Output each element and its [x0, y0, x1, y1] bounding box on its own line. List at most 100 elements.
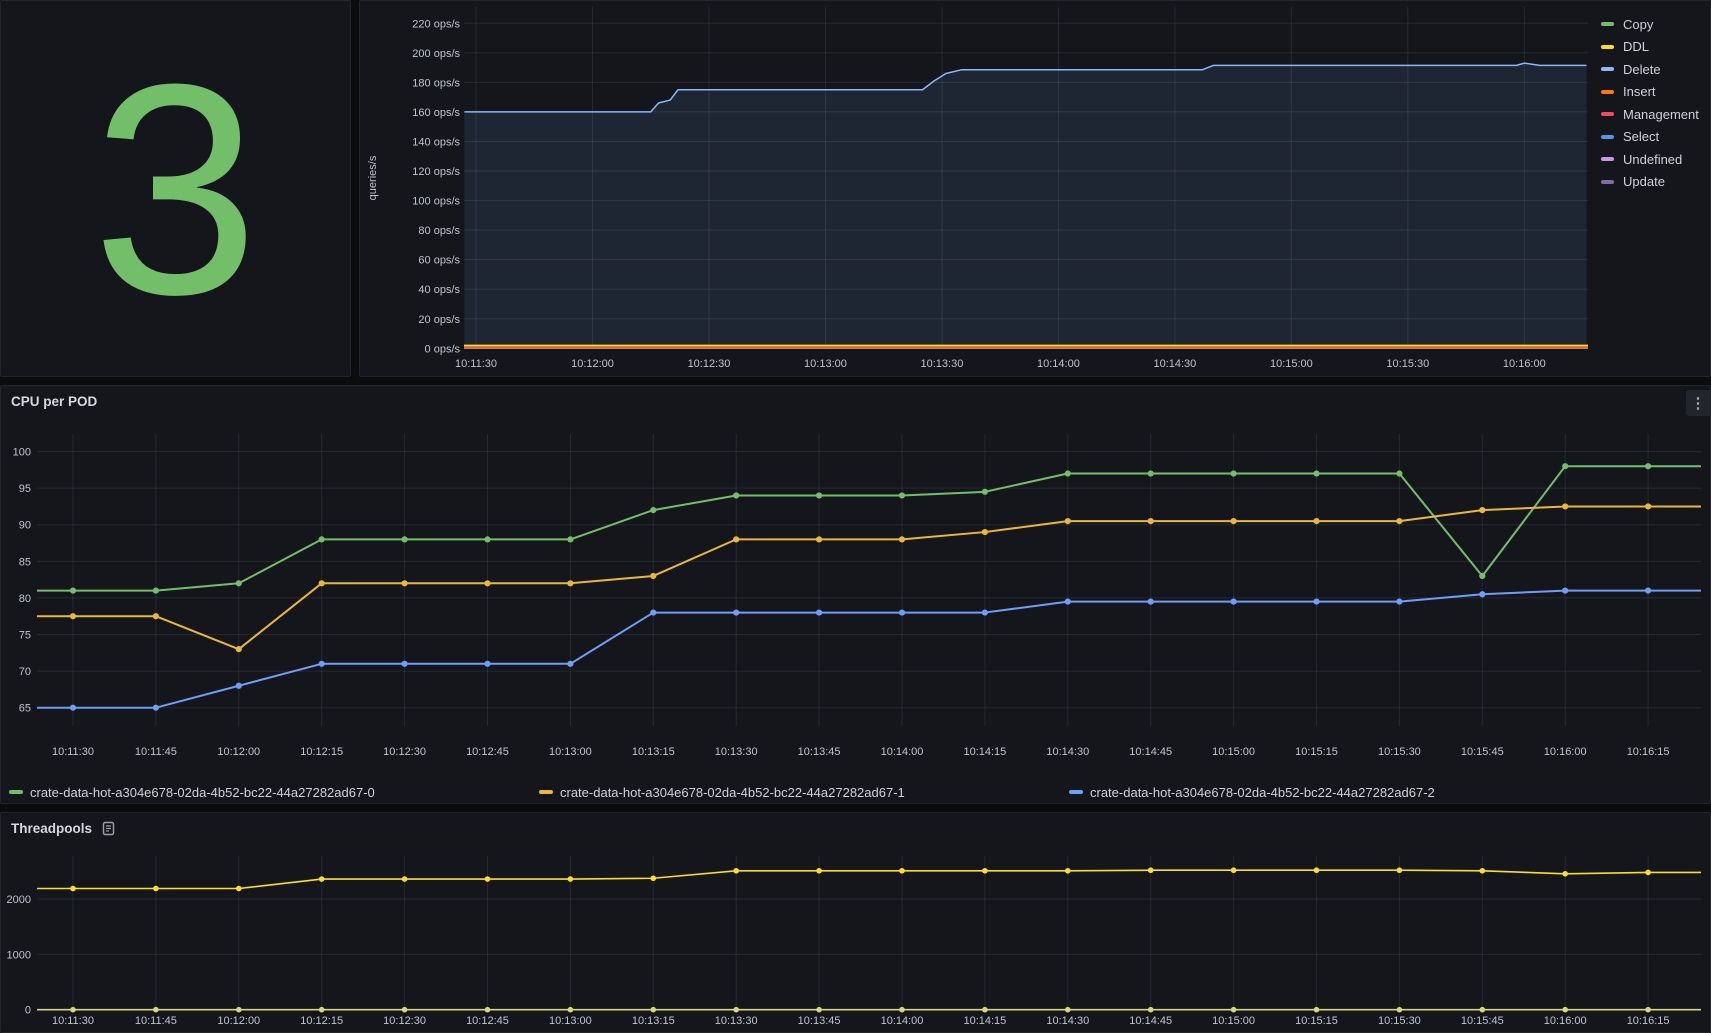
legend-label: Undefined	[1623, 152, 1682, 167]
legend-item-select[interactable]: Select	[1601, 130, 1699, 144]
svg-text:10:13:45: 10:13:45	[798, 746, 841, 758]
svg-text:10:12:15: 10:12:15	[300, 1015, 343, 1027]
legend-swatch	[1601, 22, 1614, 26]
svg-text:1000: 1000	[7, 949, 31, 961]
legend-swatch	[1601, 135, 1614, 139]
svg-text:10:11:30: 10:11:30	[52, 1015, 94, 1027]
svg-text:140 ops/s: 140 ops/s	[412, 136, 460, 148]
svg-text:75: 75	[19, 630, 31, 642]
legend-label: Update	[1623, 174, 1665, 189]
svg-text:10:12:45: 10:12:45	[466, 1015, 509, 1027]
legend-item-update[interactable]: Update	[1601, 175, 1699, 189]
svg-text:10:13:00: 10:13:00	[549, 1015, 592, 1027]
svg-text:10:11:30: 10:11:30	[455, 358, 497, 370]
legend-label: Copy	[1623, 17, 1653, 32]
svg-text:10:11:45: 10:11:45	[135, 1015, 177, 1027]
svg-text:0 ops/s: 0 ops/s	[425, 343, 461, 355]
svg-text:10:13:30: 10:13:30	[715, 746, 758, 758]
svg-text:10:15:45: 10:15:45	[1461, 1015, 1504, 1027]
legend-item-crate-data-hot-a304e678-02da-4b52-bc22-44a27282ad67-1[interactable]: crate-data-hot-a304e678-02da-4b52-bc22-4…	[539, 784, 1069, 800]
svg-text:10:14:00: 10:14:00	[881, 746, 924, 758]
svg-text:95: 95	[19, 483, 31, 495]
svg-text:10:11:30: 10:11:30	[52, 746, 94, 758]
legend-label: Select	[1623, 129, 1659, 144]
legend-item-copy[interactable]: Copy	[1601, 17, 1699, 31]
queries-panel: 10:11:30 10:12:00 10:12:30 10:13:00 10:13:30…	[359, 0, 1711, 377]
legend-swatch	[1601, 157, 1614, 161]
svg-text:10:14:30: 10:14:30	[1046, 746, 1089, 758]
svg-text:10:16:00: 10:16:00	[1544, 1015, 1587, 1027]
svg-text:queries/s: queries/s	[367, 155, 379, 200]
svg-text:10:13:30: 10:13:30	[715, 1015, 758, 1027]
svg-text:65: 65	[19, 703, 31, 715]
svg-text:10:14:00: 10:14:00	[1037, 358, 1080, 370]
stat-value: 3	[92, 39, 259, 339]
svg-text:90: 90	[19, 520, 31, 532]
cpu-panel: CPU per POD ⋮ 10:11:3010:11:4510:12:0010…	[0, 385, 1711, 804]
svg-text:10:14:45: 10:14:45	[1129, 1015, 1172, 1027]
svg-text:10:12:30: 10:12:30	[383, 746, 426, 758]
grafana-dashboard: { "stat_panel": { "value": "3", "color":…	[0, 0, 1711, 1033]
legend-label: Insert	[1623, 84, 1656, 99]
legend-item-undefined[interactable]: Undefined	[1601, 152, 1699, 166]
queries-chart[interactable]: 10:11:30 10:12:00 10:12:30 10:13:00 10:13:30…	[360, 1, 1710, 376]
legend-swatch	[1601, 67, 1614, 71]
legend-swatch	[1069, 790, 1083, 794]
svg-text:0: 0	[25, 1005, 31, 1017]
svg-text:10:15:15: 10:15:15	[1295, 746, 1338, 758]
svg-text:10:13:15: 10:13:15	[632, 746, 675, 758]
svg-text:2000: 2000	[7, 894, 31, 906]
svg-text:10:15:45: 10:15:45	[1461, 746, 1504, 758]
legend-item-crate-data-hot-a304e678-02da-4b52-bc22-44a27282ad67-0[interactable]: crate-data-hot-a304e678-02da-4b52-bc22-4…	[9, 784, 539, 800]
svg-text:10:12:00: 10:12:00	[217, 746, 260, 758]
svg-text:100 ops/s: 100 ops/s	[412, 196, 460, 208]
svg-text:10:14:45: 10:14:45	[1129, 746, 1172, 758]
threadpools-panel-title[interactable]: Threadpools	[11, 821, 92, 836]
cpu-chart[interactable]: 10:11:30 10:11:45 10:12:00 10:12:15 10:12:30…	[1, 386, 1710, 803]
svg-text:120 ops/s: 120 ops/s	[412, 166, 460, 178]
svg-text:10:16:15: 10:16:15	[1627, 746, 1670, 758]
legend-item-management[interactable]: Management	[1601, 107, 1699, 121]
legend-label: Delete	[1623, 62, 1661, 77]
threadpools-chart[interactable]: 10:11:30 10:11:45 10:12:00 10:12:15 10:12:30…	[1, 813, 1710, 1032]
legend-label: Management	[1623, 107, 1699, 122]
svg-text:80: 80	[19, 593, 31, 605]
svg-text:10:14:15: 10:14:15	[963, 1015, 1006, 1027]
svg-text:10:11:45: 10:11:45	[135, 746, 177, 758]
svg-text:10:14:00: 10:14:00	[881, 1015, 924, 1027]
svg-text:20 ops/s: 20 ops/s	[418, 314, 460, 326]
legend-swatch	[1601, 90, 1614, 94]
svg-text:10:12:45: 10:12:45	[466, 746, 509, 758]
svg-text:10:15:30: 10:15:30	[1378, 1015, 1421, 1027]
svg-text:10:13:45: 10:13:45	[798, 1015, 841, 1027]
svg-text:10:15:00: 10:15:00	[1212, 746, 1255, 758]
svg-text:10:12:00: 10:12:00	[217, 1015, 260, 1027]
svg-text:70: 70	[19, 666, 31, 678]
svg-text:10:15:30: 10:15:30	[1378, 746, 1421, 758]
svg-text:10:15:30: 10:15:30	[1386, 358, 1429, 370]
svg-text:10:15:00: 10:15:00	[1270, 358, 1313, 370]
legend-label: crate-data-hot-a304e678-02da-4b52-bc22-4…	[560, 785, 905, 800]
svg-text:10:12:00: 10:12:00	[571, 358, 614, 370]
queries-legend: Copy DDL Delete Insert Management Select Undef…	[1601, 17, 1699, 189]
cpu-legend: crate-data-hot-a304e678-02da-4b52-bc22-4…	[9, 784, 1599, 800]
cpu-panel-title[interactable]: CPU per POD	[11, 394, 97, 409]
legend-item-crate-data-hot-a304e678-02da-4b52-bc22-44a27282ad67-2[interactable]: crate-data-hot-a304e678-02da-4b52-bc22-4…	[1069, 784, 1599, 800]
panel-description-icon[interactable]	[101, 821, 116, 836]
svg-text:10:13:30: 10:13:30	[921, 358, 964, 370]
panel-menu-icon[interactable]: ⋮	[1686, 390, 1710, 416]
svg-text:160 ops/s: 160 ops/s	[412, 107, 460, 119]
svg-text:10:16:15: 10:16:15	[1627, 1015, 1670, 1027]
svg-text:10:13:00: 10:13:00	[804, 358, 847, 370]
legend-item-insert[interactable]: Insert	[1601, 85, 1699, 99]
svg-text:10:16:00: 10:16:00	[1544, 746, 1587, 758]
legend-label: crate-data-hot-a304e678-02da-4b52-bc22-4…	[1090, 785, 1435, 800]
svg-text:10:12:30: 10:12:30	[688, 358, 731, 370]
svg-text:80 ops/s: 80 ops/s	[418, 225, 460, 237]
svg-text:10:12:15: 10:12:15	[300, 746, 343, 758]
svg-text:10:12:30: 10:12:30	[383, 1015, 426, 1027]
legend-swatch	[1601, 112, 1614, 116]
legend-item-ddl[interactable]: DDL	[1601, 40, 1699, 54]
svg-text:100: 100	[13, 447, 31, 459]
legend-item-delete[interactable]: Delete	[1601, 62, 1699, 76]
